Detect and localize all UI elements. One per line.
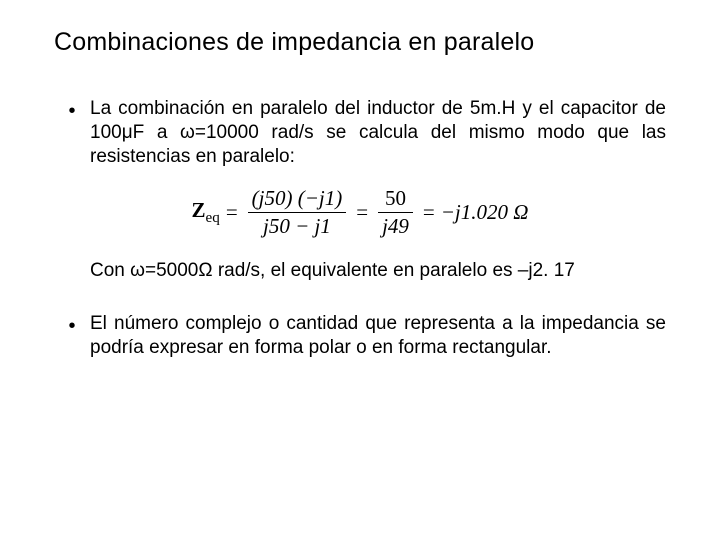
bullet-item: • El número complejo o cantidad que repr… [54, 312, 666, 360]
fraction-1-den: j50 − j1 [248, 213, 347, 238]
formula-result: −j1.020 Ω [441, 200, 529, 225]
equals-sign: = [226, 200, 238, 225]
fraction-2-den: j49 [378, 213, 413, 238]
impedance-equation: Zeq = (j50) (−j1) j50 − j1 = 50 j49 = −j… [192, 187, 529, 238]
bullet-text: La combinación en paralelo del inductor … [90, 97, 666, 169]
fraction-1-num: (j50) (−j1) [248, 187, 347, 213]
slide: Combinaciones de impedancia en paralelo … [0, 0, 720, 540]
fraction-2: 50 j49 [378, 187, 413, 238]
bullet-text: El número complejo o cantidad que repres… [90, 312, 666, 360]
note-text: Con ω=5000Ω rad/s, el equivalente en par… [90, 260, 666, 282]
bullet-marker: • [54, 97, 90, 123]
bullet-item: • La combinación en paralelo del inducto… [54, 97, 666, 169]
fraction-1: (j50) (−j1) j50 − j1 [248, 187, 347, 238]
equals-sign: = [423, 200, 435, 225]
formula-block: Zeq = (j50) (−j1) j50 − j1 = 50 j49 = −j… [54, 187, 666, 238]
formula-symbol: Zeq [192, 198, 220, 227]
bullet-marker: • [54, 312, 90, 338]
page-title: Combinaciones de impedancia en paralelo [54, 28, 666, 57]
equals-sign: = [356, 200, 368, 225]
fraction-2-num: 50 [378, 187, 413, 213]
